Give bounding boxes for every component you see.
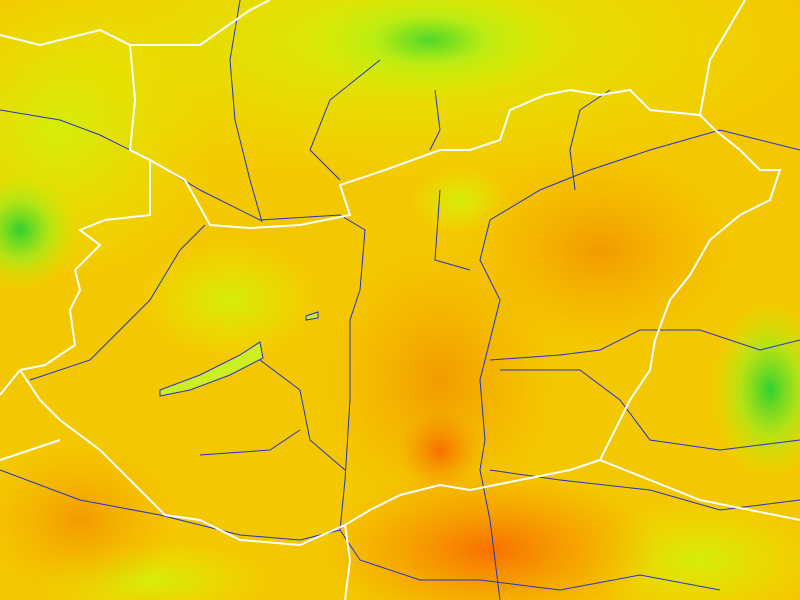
river-north2 — [309, 59, 381, 181]
lake-balaton — [159, 341, 264, 397]
river-zagyva — [434, 189, 471, 271]
border-austria-slovenia — [0, 369, 21, 396]
river-tisza — [479, 129, 800, 600]
border-slovenia-croatia — [0, 439, 61, 461]
border-ukraine-romania — [699, 0, 746, 116]
river-koros — [500, 369, 800, 451]
border-serbia-romania — [599, 459, 800, 521]
river-north — [229, 0, 263, 223]
river-east — [489, 329, 800, 361]
border-croatia-serbia — [344, 524, 352, 600]
river-zala — [199, 429, 301, 456]
river-north3 — [429, 89, 441, 151]
river-drava — [0, 469, 341, 541]
border-austria-slovakia-south — [128, 44, 151, 161]
river-sio — [259, 359, 346, 471]
country-border — [19, 88, 782, 547]
river-raba — [29, 224, 206, 381]
lake-velence — [305, 311, 319, 321]
river-hernad — [569, 89, 611, 191]
